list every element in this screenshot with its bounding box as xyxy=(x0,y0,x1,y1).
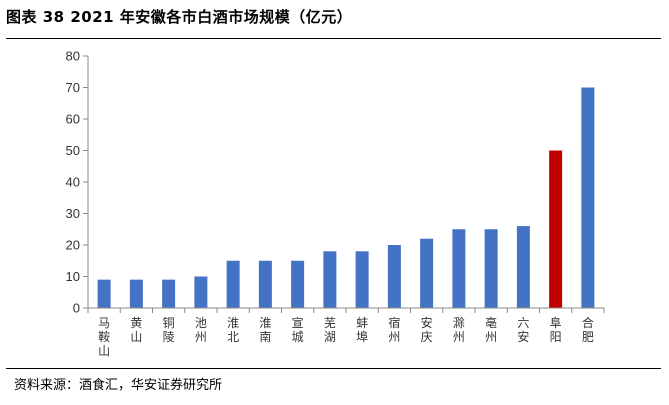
x-category-label: 宣城 xyxy=(292,315,304,344)
x-category-label: 马鞍山 xyxy=(98,316,110,358)
bar-16 xyxy=(581,87,595,308)
bar-3 xyxy=(162,279,176,308)
x-category-label: 滁州 xyxy=(453,315,465,344)
y-tick-label: 60 xyxy=(66,112,80,127)
bar-10 xyxy=(387,245,401,308)
source-note: 资料来源：酒食汇，华安证券研究所 xyxy=(14,378,223,393)
x-category-label: 宿州 xyxy=(388,315,400,344)
y-tick-label: 50 xyxy=(66,143,80,158)
bar-14 xyxy=(516,226,530,308)
chart-title: 图表 38 2021 年安徽各市白酒市场规模（亿元） xyxy=(6,8,353,26)
x-category-label: 阜阳 xyxy=(550,316,562,344)
bar-6 xyxy=(258,260,272,308)
y-tick-label: 80 xyxy=(66,49,80,64)
source-divider xyxy=(6,368,661,369)
bar-2 xyxy=(129,279,143,308)
x-category-label: 六安 xyxy=(517,316,529,344)
bar-15 xyxy=(549,150,563,308)
bar-7 xyxy=(291,260,305,308)
bars xyxy=(97,87,595,308)
x-category-label: 淮南 xyxy=(259,316,271,344)
y-tick-label: 20 xyxy=(66,238,80,253)
y-tick-label: 10 xyxy=(66,269,80,284)
x-category-label: 芜湖 xyxy=(324,316,336,344)
bar-1 xyxy=(97,279,111,308)
y-tick-label: 0 xyxy=(73,301,80,316)
x-category-label: 合肥 xyxy=(582,315,594,344)
x-category-label: 安庆 xyxy=(421,315,433,344)
bar-8 xyxy=(323,251,337,308)
x-category-label: 铜陵 xyxy=(163,315,175,344)
y-tick-label: 40 xyxy=(66,175,80,190)
y-tick-label: 70 xyxy=(66,80,80,95)
x-category-label: 蚌埠 xyxy=(356,316,368,344)
bar-4 xyxy=(194,276,208,308)
bar-9 xyxy=(355,251,369,308)
y-axis: 0 10 20 30 40 50 60 70 80 xyxy=(66,49,89,316)
x-category-label: 黄山 xyxy=(130,316,142,344)
x-category-label: 亳州 xyxy=(485,315,497,344)
bar-13 xyxy=(484,229,498,308)
bar-5 xyxy=(226,260,240,308)
x-category-label: 池州 xyxy=(195,316,207,344)
y-tick-label: 30 xyxy=(66,206,80,221)
title-divider xyxy=(6,38,661,39)
bar-11 xyxy=(420,238,434,308)
x-category-label: 淮北 xyxy=(227,316,239,344)
bar-12 xyxy=(452,229,466,308)
